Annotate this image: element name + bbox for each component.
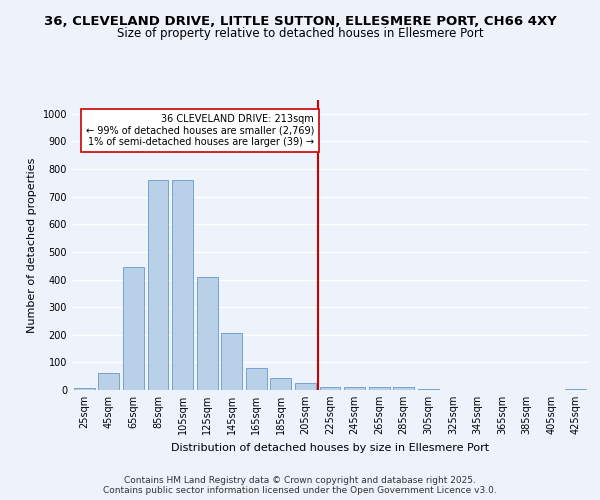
Bar: [368, 387, 389, 390]
Bar: [271, 378, 292, 390]
Text: 36, CLEVELAND DRIVE, LITTLE SUTTON, ELLESMERE PORT, CH66 4XY: 36, CLEVELAND DRIVE, LITTLE SUTTON, ELLE…: [44, 15, 556, 28]
Bar: [123, 266, 144, 390]
Bar: [565, 388, 586, 390]
Text: Contains HM Land Registry data © Crown copyright and database right 2025.
Contai: Contains HM Land Registry data © Crown c…: [103, 476, 497, 495]
Bar: [74, 388, 95, 390]
Bar: [172, 180, 193, 390]
X-axis label: Distribution of detached houses by size in Ellesmere Port: Distribution of detached houses by size …: [171, 442, 489, 452]
Bar: [148, 180, 169, 390]
Bar: [295, 383, 316, 390]
Bar: [320, 387, 340, 390]
Bar: [98, 373, 119, 390]
Bar: [197, 277, 218, 390]
Bar: [344, 387, 365, 390]
Bar: [246, 368, 267, 390]
Text: 36 CLEVELAND DRIVE: 213sqm
← 99% of detached houses are smaller (2,769)
1% of se: 36 CLEVELAND DRIVE: 213sqm ← 99% of deta…: [86, 114, 314, 147]
Bar: [221, 334, 242, 390]
Bar: [418, 388, 439, 390]
Text: Size of property relative to detached houses in Ellesmere Port: Size of property relative to detached ho…: [116, 28, 484, 40]
Bar: [393, 386, 414, 390]
Y-axis label: Number of detached properties: Number of detached properties: [27, 158, 37, 332]
